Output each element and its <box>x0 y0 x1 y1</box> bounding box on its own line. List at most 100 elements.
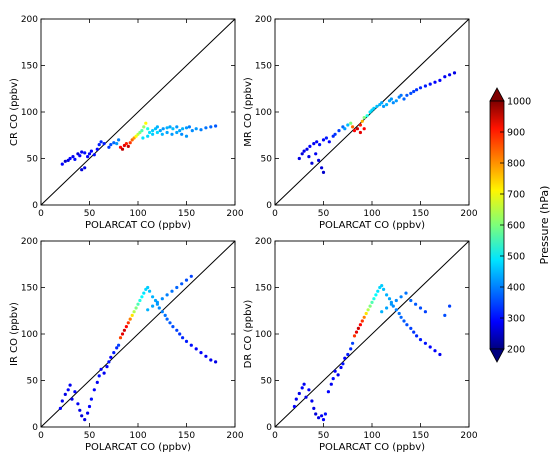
data-point <box>390 97 393 100</box>
data-point <box>88 152 91 155</box>
data-point <box>191 129 194 132</box>
data-point <box>429 83 432 86</box>
x-tick-label: 200 <box>226 209 243 219</box>
colorbar-label: Pressure (hPa) <box>538 186 551 265</box>
y-tick-label: 200 <box>21 15 38 25</box>
data-point <box>69 384 72 387</box>
data-point <box>190 344 193 347</box>
data-point <box>429 345 432 348</box>
data-point <box>80 150 83 153</box>
data-point <box>83 418 86 421</box>
data-point <box>359 123 362 126</box>
data-point <box>117 138 120 141</box>
x-tick-label: 150 <box>412 209 429 219</box>
data-point <box>175 286 178 289</box>
data-point <box>365 312 368 315</box>
data-point <box>405 323 408 326</box>
data-point <box>382 105 385 108</box>
y-tick-label: 50 <box>261 155 273 165</box>
data-point <box>109 143 112 146</box>
data-point <box>298 157 301 160</box>
x-tick-label: 100 <box>129 209 146 219</box>
data-point <box>332 377 335 380</box>
data-point <box>334 133 337 136</box>
data-point <box>346 123 349 126</box>
data-point <box>133 310 136 313</box>
data-point <box>351 342 354 345</box>
data-point <box>135 306 138 309</box>
data-point <box>181 127 184 130</box>
data-point <box>70 398 73 401</box>
data-point <box>161 297 164 300</box>
data-point <box>398 312 401 315</box>
data-point <box>140 295 143 298</box>
x-tick-label: 50 <box>84 431 96 441</box>
data-point <box>112 141 115 144</box>
x-axis-label: POLARCAT CO (ppbv) <box>319 442 425 453</box>
data-point <box>334 370 337 373</box>
data-point <box>103 142 106 145</box>
data-point <box>73 390 76 393</box>
y-tick-label: 0 <box>266 201 272 211</box>
data-point <box>351 125 354 128</box>
data-point <box>86 412 89 415</box>
data-point <box>320 166 323 169</box>
data-point <box>382 288 385 291</box>
y-tick-label: 200 <box>255 237 272 247</box>
x-tick-label: 0 <box>38 431 44 441</box>
data-point <box>343 357 346 360</box>
data-point <box>123 329 126 332</box>
data-point <box>86 155 89 158</box>
data-point <box>136 303 139 306</box>
data-point <box>424 342 427 345</box>
data-point <box>78 409 81 412</box>
data-point <box>328 140 331 143</box>
y-tick-label: 150 <box>21 284 38 294</box>
data-point <box>349 347 352 350</box>
data-point <box>380 284 383 287</box>
colorbar-tick-label: 700 <box>507 190 525 201</box>
x-tick-label: 0 <box>272 209 278 219</box>
data-point <box>412 90 415 93</box>
data-point <box>214 360 217 363</box>
data-point <box>349 122 352 125</box>
data-point <box>395 99 398 102</box>
colorbar-tick-label: 200 <box>507 345 525 356</box>
x-tick-label: 150 <box>178 431 195 441</box>
data-point <box>204 355 207 358</box>
data-point <box>171 325 174 328</box>
data-point <box>142 292 145 295</box>
data-point <box>131 314 134 317</box>
data-point <box>412 331 415 334</box>
data-point <box>107 146 110 149</box>
data-point <box>138 299 141 302</box>
data-point <box>438 79 441 82</box>
data-point <box>170 133 173 136</box>
colorbar-tick-label: 500 <box>507 252 525 263</box>
data-point <box>310 399 313 402</box>
data-point <box>141 136 144 139</box>
data-point <box>314 412 317 415</box>
data-point <box>375 105 378 108</box>
data-point <box>112 351 115 354</box>
data-point <box>433 81 436 84</box>
data-point <box>380 310 383 313</box>
data-point <box>374 293 377 296</box>
data-point <box>61 399 64 402</box>
data-point <box>73 158 76 161</box>
data-point <box>409 327 412 330</box>
data-point <box>180 282 183 285</box>
data-point <box>181 336 184 339</box>
data-point <box>301 386 304 389</box>
data-point <box>146 135 149 138</box>
data-point <box>214 124 217 127</box>
data-point <box>438 353 441 356</box>
data-point <box>166 318 169 321</box>
y-axis-label: IR CO (ppbv) <box>9 302 20 366</box>
data-point <box>64 393 67 396</box>
data-point <box>312 142 315 145</box>
data-point <box>180 133 183 136</box>
data-point <box>185 135 188 138</box>
data-point <box>146 127 149 130</box>
data-point <box>93 388 96 391</box>
